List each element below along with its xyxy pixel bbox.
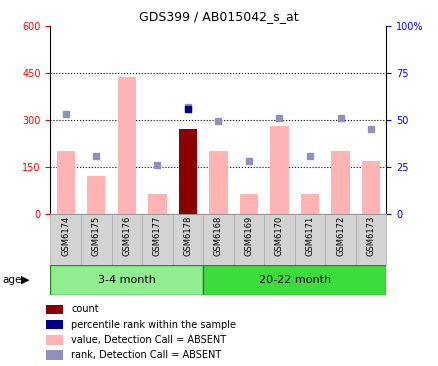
Bar: [178, 129, 197, 214]
Text: GSM6172: GSM6172: [335, 216, 344, 256]
Bar: [239, 194, 258, 214]
Bar: [46, 320, 63, 329]
Text: GSM6168: GSM6168: [213, 216, 223, 256]
Bar: [50, 214, 81, 265]
Text: count: count: [71, 305, 99, 314]
Bar: [203, 214, 233, 265]
Bar: [361, 161, 379, 214]
Text: percentile rank within the sample: percentile rank within the sample: [71, 320, 236, 330]
Text: GSM6171: GSM6171: [305, 216, 314, 256]
Bar: [300, 194, 318, 214]
Text: age: age: [2, 275, 21, 285]
Bar: [325, 214, 355, 265]
Bar: [46, 335, 63, 344]
Text: GSM6175: GSM6175: [92, 216, 101, 256]
Text: GSM6178: GSM6178: [183, 216, 192, 256]
Bar: [233, 214, 264, 265]
Bar: [172, 214, 203, 265]
Bar: [117, 78, 136, 214]
Text: GSM6173: GSM6173: [366, 216, 374, 256]
Title: GDS399 / AB015042_s_at: GDS399 / AB015042_s_at: [138, 10, 297, 23]
Text: rank, Detection Call = ABSENT: rank, Detection Call = ABSENT: [71, 350, 221, 360]
Text: GSM6169: GSM6169: [244, 216, 253, 256]
Bar: [46, 305, 63, 314]
Text: GSM6177: GSM6177: [152, 216, 162, 256]
Bar: [294, 214, 325, 265]
Bar: [209, 151, 227, 214]
Bar: [87, 176, 105, 214]
Bar: [331, 151, 349, 214]
Text: GSM6176: GSM6176: [122, 216, 131, 256]
Bar: [111, 214, 142, 265]
Bar: [81, 214, 111, 265]
Text: value, Detection Call = ABSENT: value, Detection Call = ABSENT: [71, 335, 226, 345]
Text: GSM6170: GSM6170: [274, 216, 283, 256]
Bar: [264, 214, 294, 265]
Text: 3-4 month: 3-4 month: [98, 275, 155, 285]
Text: 20-22 month: 20-22 month: [258, 275, 330, 285]
Bar: [148, 194, 166, 214]
Bar: [57, 151, 75, 214]
Bar: [355, 214, 385, 265]
Bar: [270, 126, 288, 214]
Text: ▶: ▶: [21, 275, 29, 285]
Bar: [50, 265, 203, 295]
Text: GSM6174: GSM6174: [61, 216, 70, 256]
Bar: [46, 350, 63, 360]
Bar: [142, 214, 172, 265]
Bar: [203, 265, 385, 295]
